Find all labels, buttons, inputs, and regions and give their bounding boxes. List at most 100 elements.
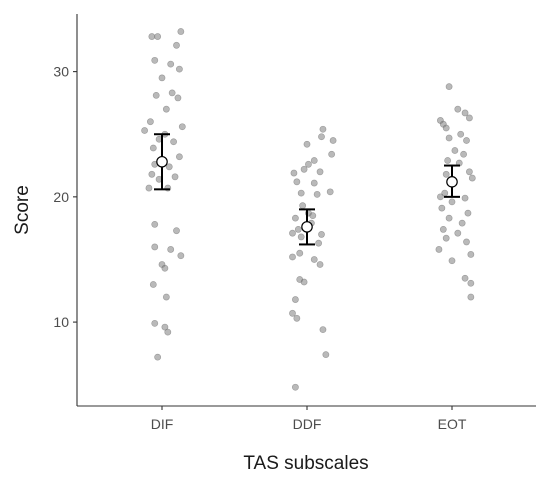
data-point-eot [442,170,450,178]
data-point-dif [141,127,148,134]
data-point-ddf [290,169,298,177]
data-point-ddf [303,140,311,148]
data-point-ddf [291,296,299,303]
data-point-eot [448,198,456,206]
data-point-eot [463,238,470,246]
data-point-dif [177,28,185,35]
data-point-eot [435,246,443,253]
data-point-ddf [289,309,296,317]
y-tick-label: 10 [53,314,69,330]
x-tick-label-ddf: DDF [293,416,322,432]
data-point-eot [436,193,444,201]
data-point-ddf [291,383,299,391]
data-point-ddf [316,261,324,268]
data-point-dif [170,138,177,146]
data-point-eot [461,109,469,117]
data-point-ddf [310,157,318,164]
data-point-eot [461,194,469,202]
data-point-eot [461,274,469,282]
data-point-ddf [305,160,312,168]
data-point-eot [438,204,446,212]
data-point-ddf [289,253,296,261]
summary-layer [154,133,460,246]
data-point-dif [154,33,162,40]
y-axis-title: Score [12,185,33,235]
data-point-ddf [310,256,318,263]
data-point-eot [458,219,466,227]
data-point-eot [454,229,462,237]
data-point-dif [158,74,166,82]
data-point-dif [175,65,183,73]
x-tick-label-dif: DIF [151,416,174,432]
data-point-dif [174,94,182,102]
data-point-eot [467,251,475,258]
data-point-eot [464,209,472,217]
data-point-eot [463,137,470,144]
data-point-eot [454,105,462,113]
data-point-dif [175,153,183,161]
data-point-eot [467,279,475,287]
data-point-dif [162,293,170,301]
data-point-eot [448,257,456,265]
y-tick-label: 20 [53,189,69,205]
data-point-ddf [313,190,321,198]
y-ticks: 10 20 30 [53,64,77,330]
data-point-ddf [329,137,337,144]
data-point-dif [161,323,169,331]
data-point-dif [162,105,170,113]
data-point-eot [445,134,453,142]
data-point-dif [167,60,175,68]
data-point-ddf [289,229,296,237]
data-point-ddf [309,212,317,220]
points-layer [141,28,476,391]
data-point-ddf [315,239,322,247]
data-point-dif [152,92,160,99]
x-tick-label-eot: EOT [438,416,467,432]
data-point-dif [149,144,157,152]
data-point-eot [465,114,473,122]
data-point-ddf [293,178,301,186]
data-point-dif [178,123,186,131]
data-point-ddf [318,133,325,141]
data-point-eot [439,226,447,233]
data-point-eot [442,234,450,242]
data-point-ddf [310,179,318,187]
data-point-dif [167,246,175,253]
data-point-eot [442,124,450,132]
data-point-eot [445,214,453,222]
data-point-eot [460,150,467,158]
data-point-ddf [322,351,330,359]
data-point-ddf [319,125,327,133]
data-point-dif [164,328,172,336]
data-point-ddf [316,168,324,176]
data-point-dif [173,227,180,235]
data-point-dif [151,56,159,64]
data-point-dif [149,281,157,288]
data-point-dif [168,89,176,97]
data-point-dif [146,118,154,126]
data-point-eot [451,147,459,154]
data-point-ddf [291,214,299,222]
mean-point-ddf [301,221,313,233]
mean-point-eot [446,176,458,188]
data-point-dif [154,353,162,361]
x-ticks: DIF DDF EOT [151,406,467,432]
data-point-ddf [293,314,301,322]
data-point-ddf [328,150,336,158]
data-point-dif [151,319,159,327]
data-point-eot [467,293,475,301]
data-point-eot [445,83,453,91]
data-point-ddf [319,326,327,334]
data-point-dif [145,184,153,192]
data-point-eot [457,130,465,138]
y-tick-label: 30 [53,64,69,80]
data-point-dif [177,252,185,260]
data-point-ddf [297,233,305,241]
data-point-ddf [294,226,302,233]
data-point-dif [148,33,156,40]
data-point-dif [165,163,173,171]
data-point-ddf [299,202,307,210]
data-point-ddf [318,231,325,238]
data-point-eot [465,168,473,176]
